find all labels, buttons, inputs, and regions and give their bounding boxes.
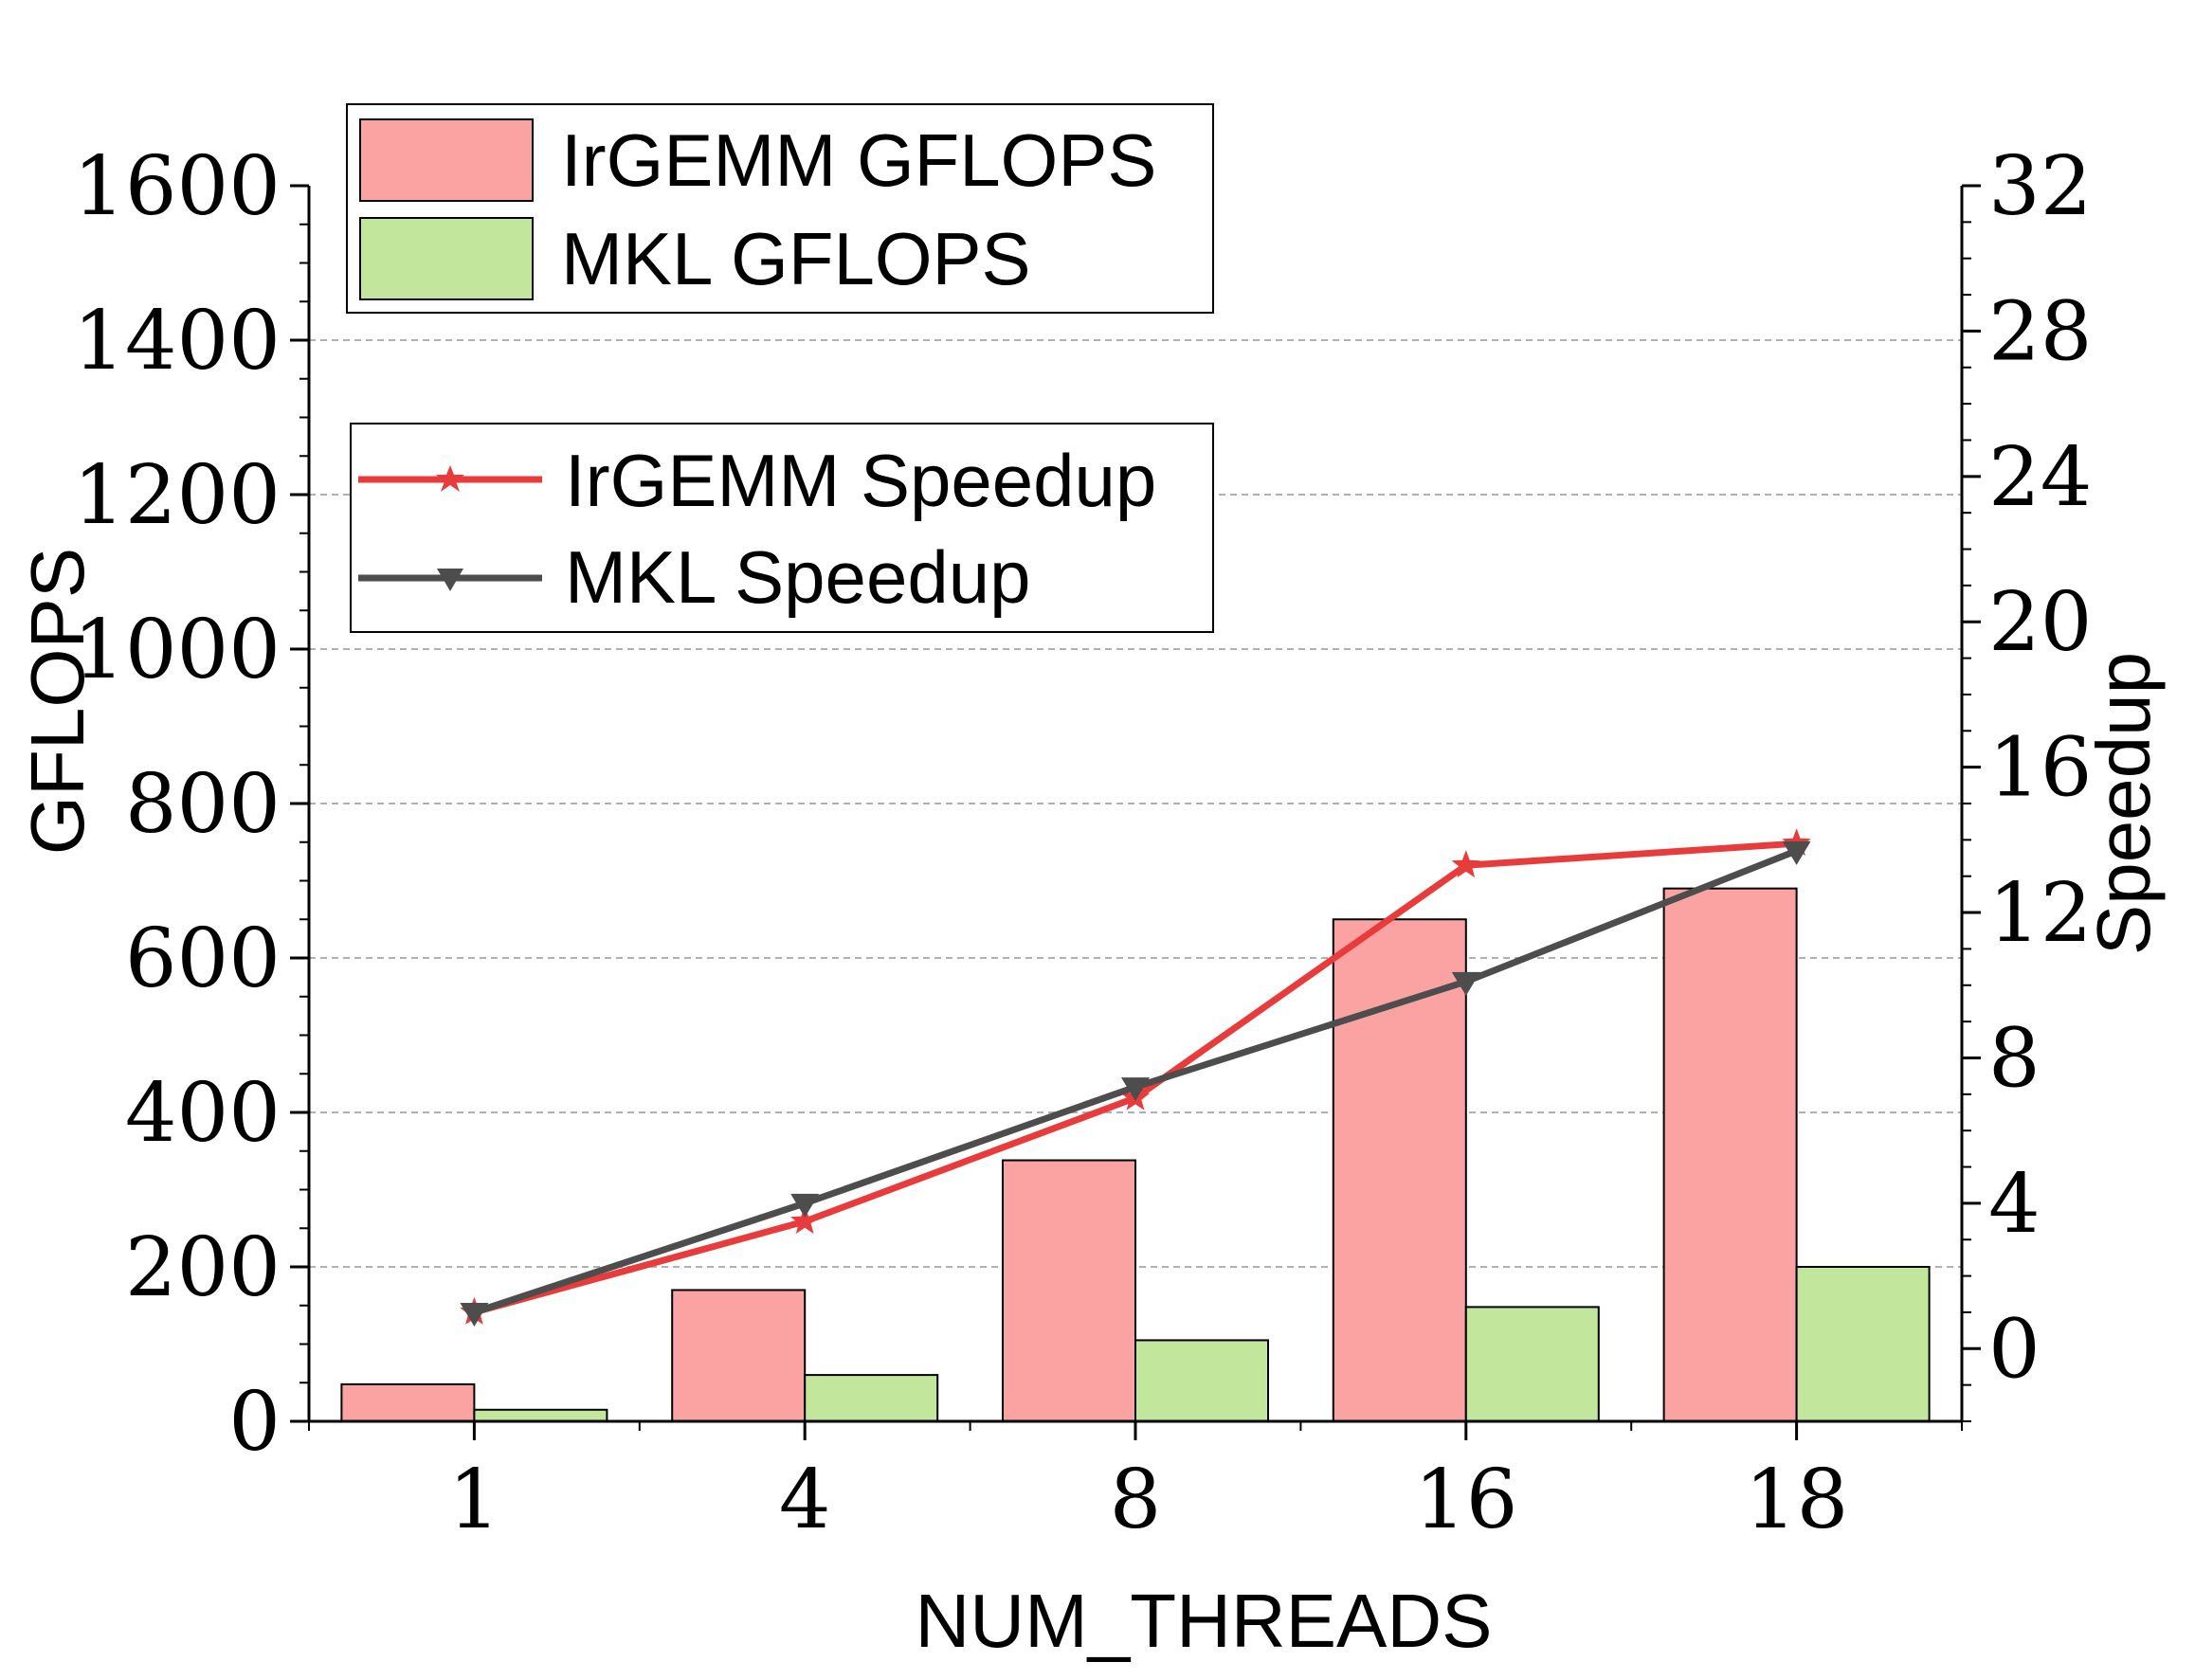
legend-label-irgemm-speedup: IrGEMM Speedup	[565, 439, 1156, 522]
bar-mkl-18	[1795, 1266, 1931, 1422]
y2-tick-label: 16	[1988, 721, 2092, 816]
x-tick-label: 8	[1110, 1453, 1162, 1547]
legend-marker-mkl-speedup	[437, 569, 463, 591]
legend-lines-frame	[350, 423, 1214, 633]
y-tick-label: 0	[228, 1375, 281, 1470]
left-axis-ticks: 0 200 400 600 800 1000 1200 1400 1600	[73, 139, 309, 1470]
y2-tick-label: 24	[1988, 430, 2092, 525]
x-tick-label: 4	[779, 1453, 831, 1547]
y-tick-label: 1600	[73, 139, 281, 234]
right-axis-ticks: 0 4 8 12 16 20 24 28 32	[1962, 139, 2092, 1422]
legend-marker-irgemm-speedup	[436, 465, 464, 492]
speedup-lines	[460, 828, 1811, 1327]
y2-tick-label: 20	[1988, 575, 2092, 670]
bars	[340, 887, 1931, 1423]
y-tick-label: 400	[125, 1066, 281, 1161]
legend-bars: IrGEMM GFLOPS MKL GFLOPS	[346, 103, 1214, 314]
bar-irgemm-8	[1002, 1159, 1136, 1423]
bar-mkl-1	[473, 1408, 608, 1423]
bar-irgemm-16	[1332, 918, 1467, 1422]
bar-irgemm-1	[340, 1382, 476, 1423]
legend-swatch-irgemm-gflops	[359, 118, 534, 202]
y2-tick-label: 12	[1988, 866, 2092, 961]
y-tick-label: 200	[125, 1220, 281, 1315]
legend-swatch-mkl-gflops	[359, 217, 534, 300]
y-axis-title: GFLOPS	[15, 548, 100, 856]
y-tick-label: 1400	[73, 294, 281, 388]
x-tick-label: 16	[1414, 1453, 1517, 1547]
marker-mkl-speedup-18	[1782, 840, 1811, 865]
x-axis-ticks: 1 4 8 16 18	[308, 1421, 1963, 1547]
legend-label-mkl-speedup: MKL Speedup	[565, 535, 1030, 619]
y2-tick-label: 8	[1988, 1011, 2041, 1106]
x-axis-title: NUM_THREADS	[916, 1579, 1493, 1663]
y2-tick-label: 4	[1988, 1157, 2041, 1252]
y-tick-label: 800	[125, 757, 281, 852]
bar-irgemm-4	[671, 1289, 807, 1422]
marker-irgemm-speedup-16	[1451, 850, 1480, 878]
legend-label-irgemm-gflops: IrGEMM GFLOPS	[561, 118, 1156, 202]
bar-irgemm-18	[1662, 887, 1798, 1422]
marker-irgemm-speedup-4	[790, 1206, 820, 1234]
marker-mkl-speedup-1	[460, 1302, 489, 1327]
bar-mkl-4	[804, 1374, 939, 1422]
y2-tick-label: 32	[1988, 139, 2092, 234]
marker-mkl-speedup-4	[790, 1193, 820, 1218]
y-tick-label: 1200	[73, 448, 281, 543]
y2-tick-label: 0	[1988, 1302, 2041, 1397]
legend-lines: IrGEMM Speedup MKL Speedup	[350, 423, 1214, 633]
marker-mkl-speedup-16	[1451, 971, 1480, 996]
bar-mkl-16	[1464, 1306, 1600, 1423]
y-tick-label: 1000	[73, 603, 281, 697]
bar-mkl-8	[1134, 1339, 1269, 1423]
x-tick-label: 18	[1745, 1453, 1848, 1547]
marker-mkl-speedup-8	[1121, 1077, 1150, 1102]
y2-axis-title: Speedup	[2081, 652, 2166, 955]
x-tick-label: 1	[448, 1453, 500, 1547]
y-tick-label: 600	[125, 912, 281, 1006]
legend-label-mkl-gflops: MKL GFLOPS	[561, 217, 1031, 300]
y2-tick-label: 28	[1988, 284, 2092, 379]
